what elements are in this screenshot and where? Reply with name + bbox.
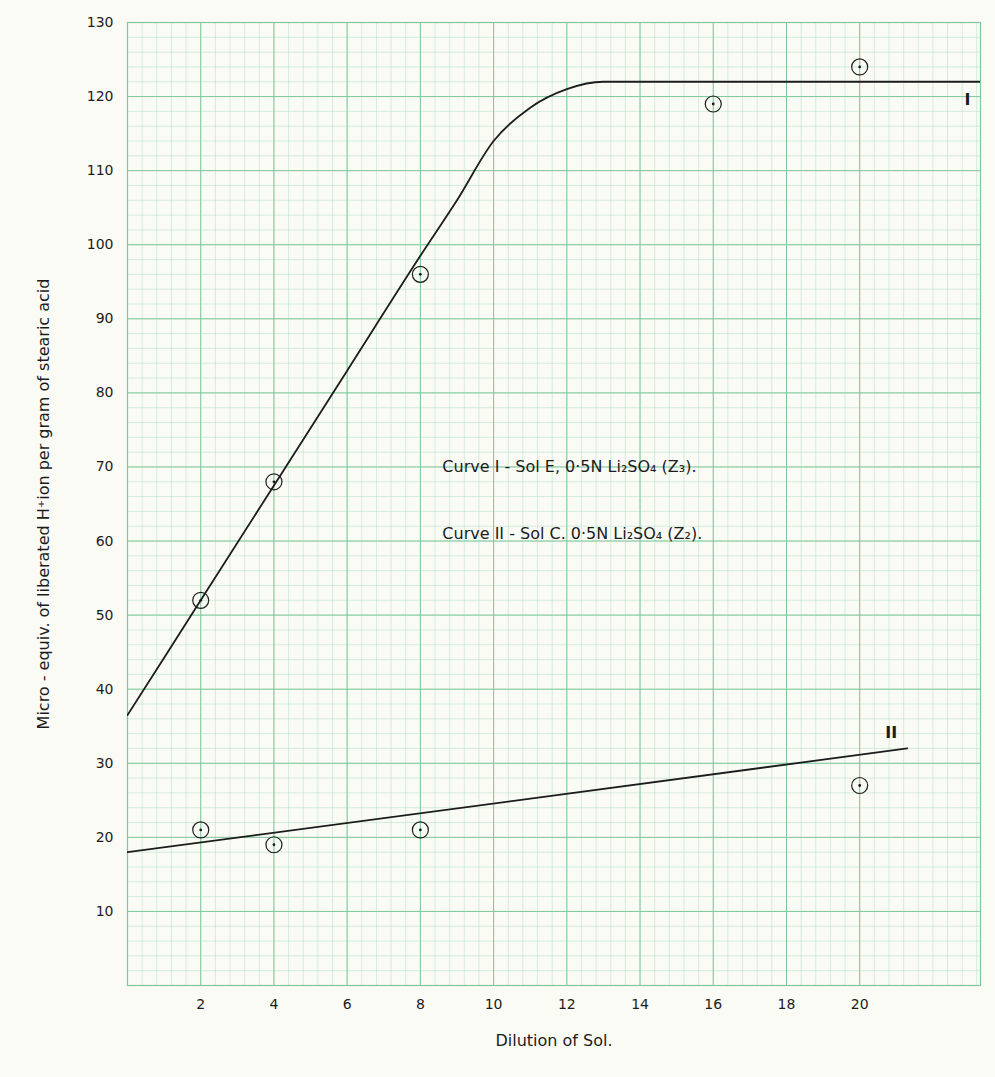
svg-text:60: 60 [96,533,114,549]
svg-text:Micro - equiv. of liberated H⁺: Micro - equiv. of liberated H⁺ion per gr… [34,279,53,730]
svg-text:II: II [885,723,897,742]
svg-text:16: 16 [704,996,722,1012]
svg-text:Curve I - Sol E, 0·5N Li₂SO₄ (: Curve I - Sol E, 0·5N Li₂SO₄ (Z₃). [442,457,696,476]
svg-text:110: 110 [87,162,114,178]
svg-text:4: 4 [269,996,278,1012]
svg-text:14: 14 [631,996,649,1012]
svg-text:30: 30 [96,755,114,771]
svg-text:8: 8 [416,996,425,1012]
svg-text:90: 90 [96,310,114,326]
svg-text:100: 100 [87,236,114,252]
svg-text:6: 6 [343,996,352,1012]
svg-text:Curve II - Sol C. 0·5N Li₂SO₄: Curve II - Sol C. 0·5N Li₂SO₄ (Z₂). [442,524,702,543]
svg-text:50: 50 [96,607,114,623]
svg-text:10: 10 [485,996,503,1012]
svg-text:I: I [965,90,971,109]
svg-text:130: 130 [87,14,114,30]
svg-text:20: 20 [96,829,114,845]
svg-text:10: 10 [96,903,114,919]
svg-text:2: 2 [196,996,205,1012]
svg-text:18: 18 [778,996,796,1012]
svg-text:120: 120 [87,88,114,104]
svg-text:12: 12 [558,996,576,1012]
svg-text:80: 80 [96,384,114,400]
svg-text:20: 20 [851,996,869,1012]
svg-text:40: 40 [96,681,114,697]
svg-text:70: 70 [96,458,114,474]
svg-text:Dilution of Sol.: Dilution of Sol. [495,1031,612,1050]
